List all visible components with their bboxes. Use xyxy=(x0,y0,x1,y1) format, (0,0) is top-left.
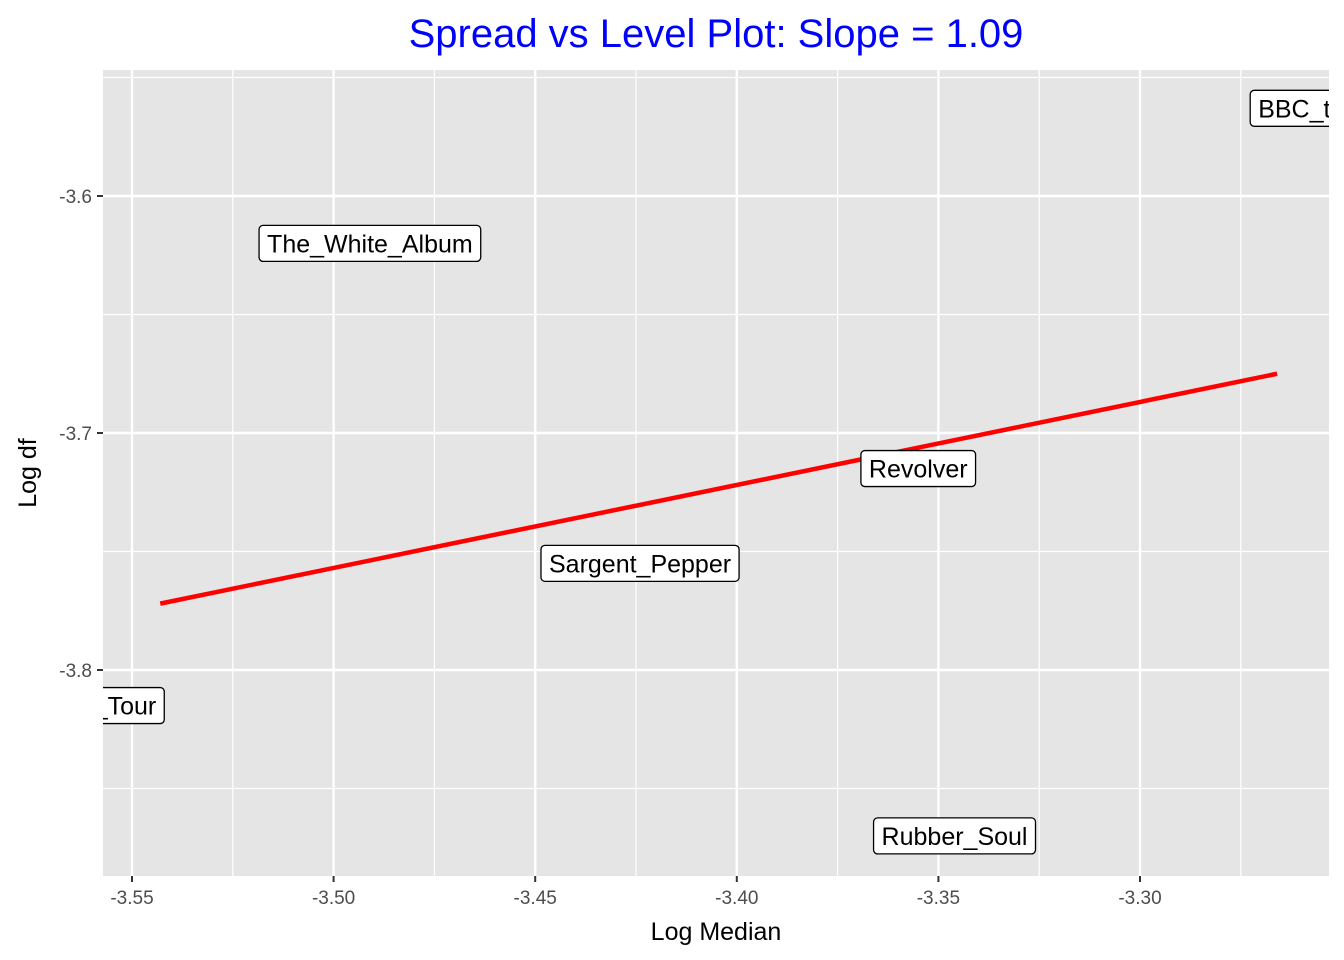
x-axis-ticks: -3.55 -3.50 -3.45 -3.40 -3.35 -3.30 xyxy=(110,876,1162,909)
point-label-box xyxy=(103,686,165,725)
y-tick-label: -3.6 xyxy=(59,187,92,208)
y-tick-label: -3.8 xyxy=(59,661,92,682)
point-label-text: BBC_tapes xyxy=(1258,95,1344,123)
plot-panel xyxy=(103,70,1329,876)
point-label: Rubber_Soul xyxy=(872,817,1037,855)
point-label: The_White_Album xyxy=(258,224,482,263)
x-tick-label: -3.50 xyxy=(312,888,355,909)
point-label-text: Rubber_Soul xyxy=(882,823,1028,851)
x-axis-title: Log Median xyxy=(651,918,782,946)
y-tick-label: -3.7 xyxy=(59,424,92,445)
fit-line xyxy=(159,371,1278,606)
major-gridlines xyxy=(103,70,1329,876)
point-label-box xyxy=(258,224,482,263)
point-label-text: The_White_Album xyxy=(267,230,473,258)
point-label-text: Revolver xyxy=(869,456,968,484)
point-label: Sargent_Pepper xyxy=(540,544,740,582)
point-label-box xyxy=(1249,89,1329,127)
point-label: Revolver xyxy=(860,449,977,488)
fit-line-layer xyxy=(159,371,1278,606)
point-labels: The_White_Album BBC_tapes Revolver Sargent_… xyxy=(0,89,1344,855)
x-tick-label: -3.45 xyxy=(514,888,557,909)
point-label-text: Sargent_Pepper xyxy=(549,550,731,578)
point-label: BBC_tapes xyxy=(1249,89,1344,127)
point-label-box xyxy=(872,817,1037,855)
point-label-box xyxy=(860,449,977,488)
point-label-box xyxy=(540,544,740,582)
point-label: Magical_Mystery_Tour xyxy=(0,686,165,725)
x-tick-label: -3.40 xyxy=(715,888,758,909)
x-tick-label: -3.35 xyxy=(917,888,960,909)
x-tick-label: -3.30 xyxy=(1118,888,1161,909)
x-tick-label: -3.55 xyxy=(110,888,153,909)
chart-title: Spread vs Level Plot: Slope = 1.09 xyxy=(409,12,1024,56)
y-axis-title: Log df xyxy=(14,438,42,508)
point-label-text: Magical_Mystery_Tour xyxy=(0,693,156,721)
y-axis-ticks: -3.6 -3.7 -3.8 xyxy=(59,187,103,682)
